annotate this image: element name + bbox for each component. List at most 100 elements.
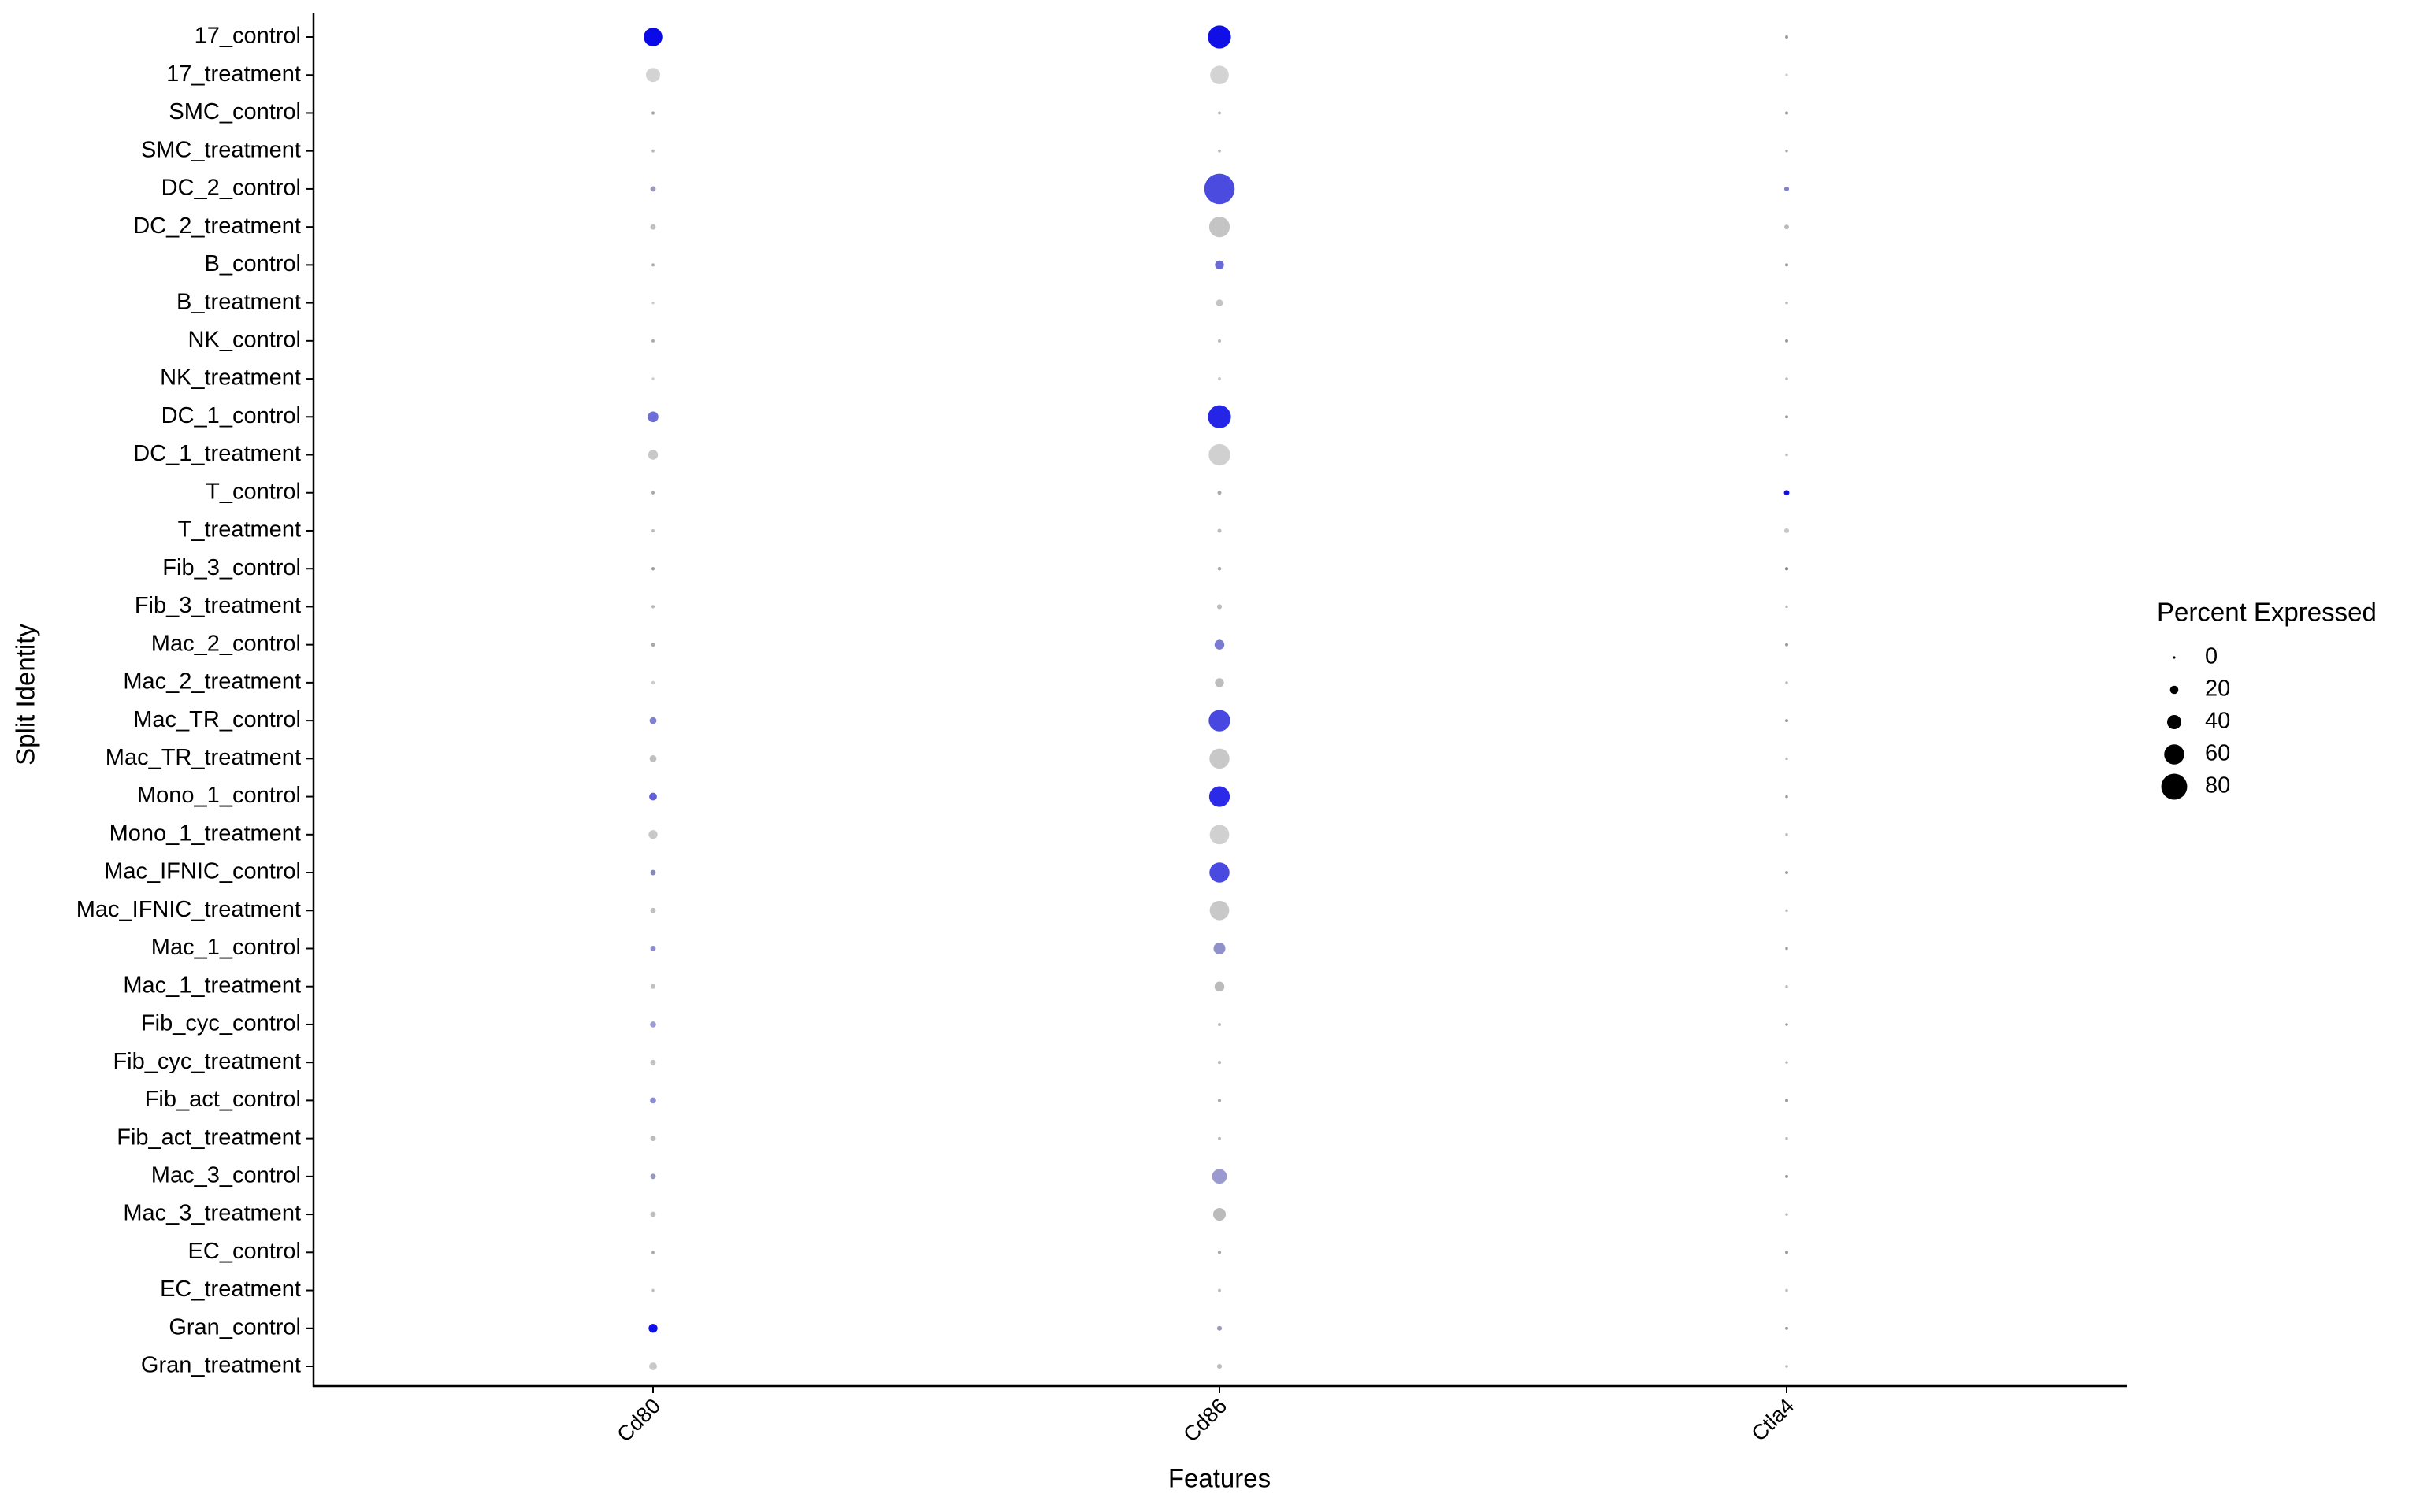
x-tick-label: Cd80 <box>612 1394 665 1447</box>
dot <box>1218 149 1221 153</box>
dot <box>1213 942 1226 955</box>
y-axis-label: Split Identity <box>11 624 40 765</box>
dot <box>650 869 656 876</box>
dot <box>1785 111 1788 115</box>
dot <box>649 792 657 801</box>
dot <box>650 1136 656 1142</box>
dot <box>1785 377 1788 380</box>
dot <box>1785 73 1788 76</box>
legend-label: 20 <box>2205 676 2230 702</box>
legend-label: 60 <box>2205 741 2230 766</box>
dot <box>1208 710 1230 732</box>
dot <box>1208 786 1230 807</box>
dot <box>1204 173 1235 205</box>
dot <box>650 1021 656 1028</box>
dot <box>1215 260 1224 270</box>
y-tick-label: Mac_2_treatment <box>123 669 301 695</box>
y-tick-label: Mac_IFNIC_treatment <box>76 897 301 922</box>
legend-dot <box>2166 714 2182 730</box>
dot <box>1209 748 1230 769</box>
dot <box>1217 528 1222 533</box>
y-tick-label: EC_control <box>188 1239 301 1264</box>
y-tick-label: EC_treatment <box>160 1277 301 1302</box>
dot <box>1785 984 1788 988</box>
dot <box>1785 947 1788 951</box>
dot <box>1216 299 1223 306</box>
y-tick-label: Fib_3_treatment <box>135 593 301 618</box>
legend-dot <box>2164 744 2184 765</box>
dot <box>1209 825 1230 845</box>
dot <box>1785 795 1788 799</box>
legend-dot <box>2161 773 2188 800</box>
y-tick-label: Fib_act_control <box>145 1087 301 1112</box>
dot <box>1785 605 1788 609</box>
dot <box>1785 339 1788 343</box>
dot <box>1209 900 1230 921</box>
dot <box>1785 909 1788 913</box>
legend-dot <box>2173 656 2176 659</box>
dot <box>1217 566 1222 571</box>
dot <box>1218 111 1221 115</box>
dot <box>1785 757 1788 761</box>
dot <box>1216 1325 1223 1331</box>
legend-label: 0 <box>2205 644 2218 669</box>
y-tick-label: Mac_1_treatment <box>123 973 301 998</box>
y-tick-label: DC_2_control <box>161 176 301 201</box>
dot <box>1210 65 1229 85</box>
dot <box>650 224 656 230</box>
dot <box>1785 643 1788 647</box>
dot <box>1785 1099 1788 1102</box>
dot <box>1785 301 1788 305</box>
dot <box>651 377 655 380</box>
dot <box>1215 678 1224 687</box>
y-tick-label: NK_control <box>188 327 301 352</box>
dot <box>650 946 656 951</box>
dot <box>1785 1136 1788 1140</box>
dot <box>1785 453 1788 457</box>
dot <box>1217 376 1222 381</box>
dot <box>651 491 655 495</box>
dot <box>1209 862 1230 883</box>
dot <box>651 339 655 343</box>
y-tick-label: 17_control <box>195 24 301 49</box>
y-tick-label: Mac_TR_control <box>133 707 301 732</box>
dot <box>1208 405 1231 428</box>
dot <box>651 149 655 153</box>
dot <box>1785 1251 1788 1254</box>
dot <box>650 186 656 192</box>
dot <box>1785 719 1788 723</box>
y-tick-label: DC_2_treatment <box>133 213 301 239</box>
y-tick-label: Fib_cyc_control <box>141 1011 301 1036</box>
dot <box>648 411 659 423</box>
dot <box>1785 1213 1788 1216</box>
dot <box>651 605 655 609</box>
dot <box>1217 1099 1222 1102</box>
legend-label: 80 <box>2205 773 2230 799</box>
y-tick-label: NK_treatment <box>160 365 301 391</box>
dot <box>1785 681 1788 684</box>
dot <box>648 450 659 460</box>
dot <box>1783 224 1790 230</box>
dot <box>1783 528 1790 534</box>
legend-title: Percent Expressed <box>2157 598 2377 627</box>
legend-dot <box>2169 685 2179 695</box>
y-tick-label: SMC_control <box>169 99 301 124</box>
y-tick-label: DC_1_treatment <box>133 441 301 466</box>
dot <box>651 529 655 532</box>
dot <box>1783 490 1790 496</box>
y-tick-label: Mac_TR_treatment <box>106 745 301 770</box>
y-tick-label: T_control <box>206 479 301 504</box>
dot <box>650 1097 656 1104</box>
dot <box>1785 871 1788 874</box>
y-tick-label: DC_1_control <box>161 403 301 428</box>
dot <box>651 680 655 685</box>
dot <box>1217 491 1222 495</box>
y-tick-label: Fib_3_control <box>162 555 301 580</box>
y-tick-label: Mac_IFNIC_control <box>104 859 301 884</box>
dot <box>1218 1136 1221 1140</box>
dot <box>1217 1061 1222 1065</box>
x-tick-label: Ctla4 <box>1746 1394 1798 1446</box>
dot <box>1208 25 1231 49</box>
dot <box>1214 981 1225 991</box>
